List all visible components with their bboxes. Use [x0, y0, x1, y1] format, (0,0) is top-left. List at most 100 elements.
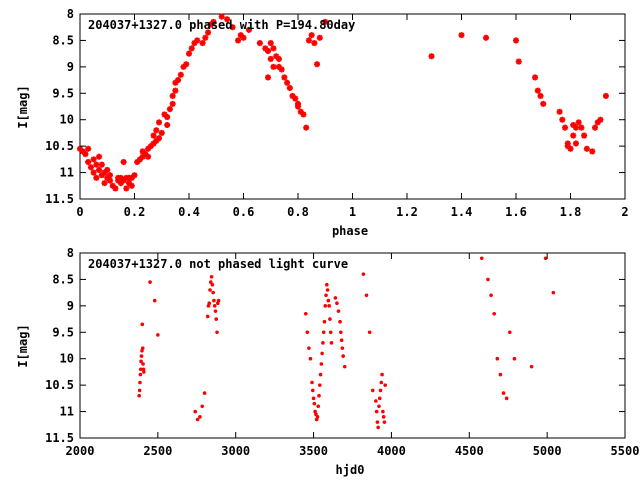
data-point — [504, 396, 509, 401]
data-point — [98, 161, 105, 168]
x-tick-label: 2500 — [143, 444, 172, 458]
x-tick-label: 2 — [621, 205, 628, 219]
data-point — [172, 87, 179, 94]
data-point — [212, 298, 216, 303]
data-point — [361, 272, 366, 276]
data-point — [428, 53, 435, 60]
data-point — [374, 399, 378, 403]
phased-light-curve-panel: 0 0.2 0.4 0.6 0.8 1 1.2 1.4 1.6 1.8 2 8 8.5 9 9.5 10 10.… — [16, 7, 629, 238]
data-point — [284, 79, 291, 86]
data-point — [479, 256, 484, 261]
data-point — [570, 132, 577, 139]
data-point — [145, 153, 152, 160]
data-point — [379, 380, 384, 385]
data-point — [529, 364, 534, 369]
data-point — [158, 129, 165, 136]
data-point — [551, 290, 556, 295]
data-point — [336, 309, 341, 313]
x-tick-label: 0 — [76, 205, 83, 219]
data-point — [90, 169, 97, 176]
data-point — [292, 95, 299, 102]
data-point — [339, 338, 344, 343]
data-point — [303, 311, 308, 316]
data-point — [315, 415, 320, 419]
data-point — [325, 288, 330, 292]
data-point — [562, 124, 569, 131]
data-point — [597, 116, 604, 123]
data-point — [589, 148, 596, 155]
data-point — [138, 380, 142, 385]
data-point — [364, 293, 369, 298]
axis-ticks: 0 0.2 0.4 0.6 0.8 1 1.2 1.4 1.6 1.8 2 8 8.5 9 9.5 10 10.… — [45, 7, 629, 219]
data-point — [106, 172, 113, 179]
data-point — [209, 274, 214, 279]
x-axis-label: phase — [332, 224, 368, 238]
data-point — [213, 309, 218, 313]
data-point — [326, 298, 331, 303]
data-point — [212, 304, 217, 308]
data-point — [376, 425, 380, 430]
data-point — [381, 409, 385, 414]
data-point — [210, 282, 215, 287]
data-point — [104, 166, 111, 173]
data-point — [312, 401, 317, 406]
data-point — [216, 298, 221, 303]
data-point — [374, 409, 379, 414]
data-point — [267, 55, 274, 62]
data-point — [572, 124, 579, 131]
data-point — [317, 393, 321, 398]
data-point — [166, 106, 173, 113]
axis-ticks: 2000 2500 3000 3500 4000 4500 5000 5500 8 8.5 9 9.5… — [45, 246, 639, 458]
y-tick-label: 11.5 — [45, 192, 74, 206]
x-tick-label: 2000 — [66, 444, 95, 458]
x-tick-label: 0.6 — [233, 205, 255, 219]
data-point — [339, 330, 343, 335]
data-point — [295, 103, 301, 110]
y-tick-label: 10.5 — [45, 378, 74, 392]
data-point — [194, 37, 201, 44]
x-tick-label: 4500 — [455, 444, 484, 458]
data-point — [321, 330, 326, 335]
plot-frame — [79, 252, 626, 439]
data-point — [377, 396, 382, 401]
data-point — [235, 37, 242, 44]
data-point — [214, 317, 219, 321]
data-point — [308, 356, 313, 361]
data-point — [140, 346, 145, 350]
data-point — [211, 290, 215, 295]
data-point — [310, 380, 314, 385]
data-point — [128, 182, 135, 189]
x-tick-label: 5000 — [533, 444, 562, 458]
data-point — [267, 40, 274, 47]
data-point — [224, 16, 231, 23]
data-point — [300, 111, 307, 118]
data-point — [314, 61, 321, 68]
data-points — [77, 13, 609, 192]
x-tick-label: 0.8 — [287, 205, 309, 219]
data-point — [314, 412, 318, 417]
y-axis-label: I[mag] — [16, 85, 30, 128]
data-point — [169, 92, 176, 99]
data-point — [311, 40, 318, 47]
data-point — [559, 116, 566, 123]
data-point — [218, 13, 225, 20]
data-point — [137, 388, 142, 393]
data-point — [534, 87, 541, 94]
data-point — [141, 367, 146, 372]
data-point — [501, 391, 506, 395]
data-point — [489, 293, 493, 298]
chart-title: 204037+1327.0 not phased light curve — [88, 257, 348, 271]
data-point — [123, 185, 130, 192]
y-tick-label: 10.5 — [45, 139, 74, 153]
data-point — [193, 409, 198, 414]
data-point — [169, 100, 176, 107]
y-tick-label: 9 — [67, 60, 74, 74]
data-point — [592, 124, 599, 131]
data-point — [458, 32, 465, 39]
data-point — [96, 166, 103, 173]
data-point — [322, 18, 329, 25]
data-point — [375, 420, 380, 424]
data-point — [106, 177, 113, 184]
data-point — [120, 159, 127, 165]
y-tick-label: 8 — [67, 246, 74, 260]
